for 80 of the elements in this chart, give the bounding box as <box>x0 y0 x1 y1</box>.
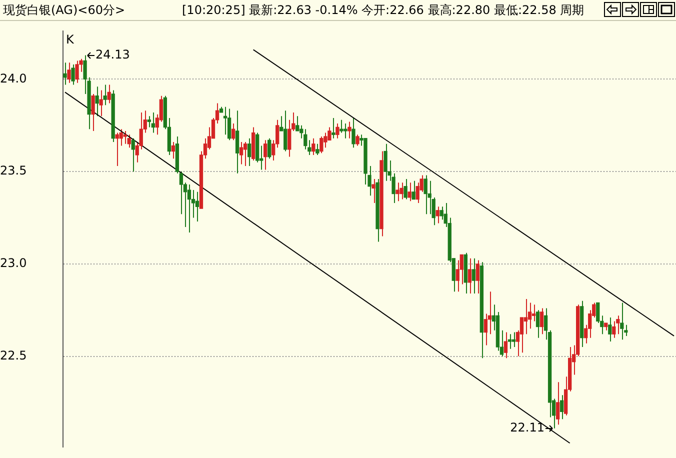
candlestick <box>356 134 360 146</box>
annotation: 24.13 <box>96 48 130 62</box>
candlestick <box>243 142 248 167</box>
candlestick <box>368 166 372 196</box>
candlestick <box>596 302 600 324</box>
chart-subtitle: [10:20:25] 最新:22.63 -0.14% 今开:22.66 最高:22.80 最低:22.58 周期 <box>182 2 584 19</box>
candlestick <box>520 317 524 354</box>
candlestick <box>231 123 236 141</box>
candlestick <box>472 258 476 294</box>
candlestick <box>131 138 135 172</box>
candlestick <box>284 110 288 152</box>
candlestick <box>123 130 127 144</box>
candlestick <box>332 118 336 139</box>
candlestick <box>524 298 528 335</box>
candlestick <box>63 62 67 86</box>
candlestick <box>99 90 103 117</box>
candlestick <box>67 62 71 84</box>
candlestick <box>91 94 95 132</box>
candlestick <box>336 123 340 139</box>
candlestick <box>264 140 268 170</box>
candlestick <box>348 121 352 139</box>
annotation: K <box>66 32 75 46</box>
candlestick <box>223 106 228 136</box>
candlestick <box>608 317 612 342</box>
candlestick <box>75 60 79 84</box>
candlestick <box>556 382 560 426</box>
y-tick-label: 23.5 <box>0 164 27 178</box>
candlestick <box>344 123 348 139</box>
candlestick <box>227 108 232 141</box>
candlestick <box>296 116 300 132</box>
candlestick <box>187 184 192 234</box>
candlestick <box>404 178 408 200</box>
candlestick <box>247 138 252 167</box>
candlestick <box>340 119 344 134</box>
candlestick <box>508 334 512 350</box>
candlestick <box>512 332 516 348</box>
candlestick <box>127 134 131 148</box>
candlestick <box>268 138 272 160</box>
candlestick <box>440 206 444 220</box>
candlestick <box>288 119 292 158</box>
candlestick <box>436 206 440 224</box>
candlestick <box>560 394 564 420</box>
candlestick <box>195 191 200 222</box>
candlestick <box>504 332 508 359</box>
candlestick <box>408 182 412 202</box>
candlestick <box>71 64 75 86</box>
candlestick <box>396 182 400 202</box>
candlestick <box>316 143 320 156</box>
candlestick <box>476 260 480 294</box>
candlestick <box>372 178 376 204</box>
y-tick-label: 24.0 <box>0 71 27 86</box>
candlestick <box>235 110 240 174</box>
candlestick <box>424 174 428 215</box>
candlestick <box>151 112 155 134</box>
candlestick <box>107 84 111 104</box>
y-tick-label: 22.5 <box>0 348 27 362</box>
candlestick <box>312 138 316 156</box>
candlestick <box>532 304 536 322</box>
candlestick <box>103 84 107 106</box>
y-tick-label: 23.0 <box>0 256 27 270</box>
candlestick <box>95 86 99 117</box>
candlestick <box>304 128 308 150</box>
candlestick <box>620 302 624 340</box>
candlestick <box>352 118 356 148</box>
candlestick <box>536 310 540 338</box>
candlestick <box>612 320 616 338</box>
candlestick <box>540 308 544 335</box>
candlestick <box>412 180 416 200</box>
chart-title: 现货白银(AG)<60分> <box>3 2 126 19</box>
candlestick <box>416 182 420 204</box>
annotation: 22.11 <box>510 420 544 435</box>
candlestick <box>320 136 324 154</box>
candlestick <box>468 258 472 294</box>
candlestick <box>147 116 151 128</box>
candlestick <box>239 142 244 165</box>
candlestick <box>484 313 488 346</box>
candlestick <box>616 315 620 335</box>
candlestick <box>384 143 388 182</box>
candlestick <box>400 182 404 200</box>
candlestick <box>171 142 176 160</box>
